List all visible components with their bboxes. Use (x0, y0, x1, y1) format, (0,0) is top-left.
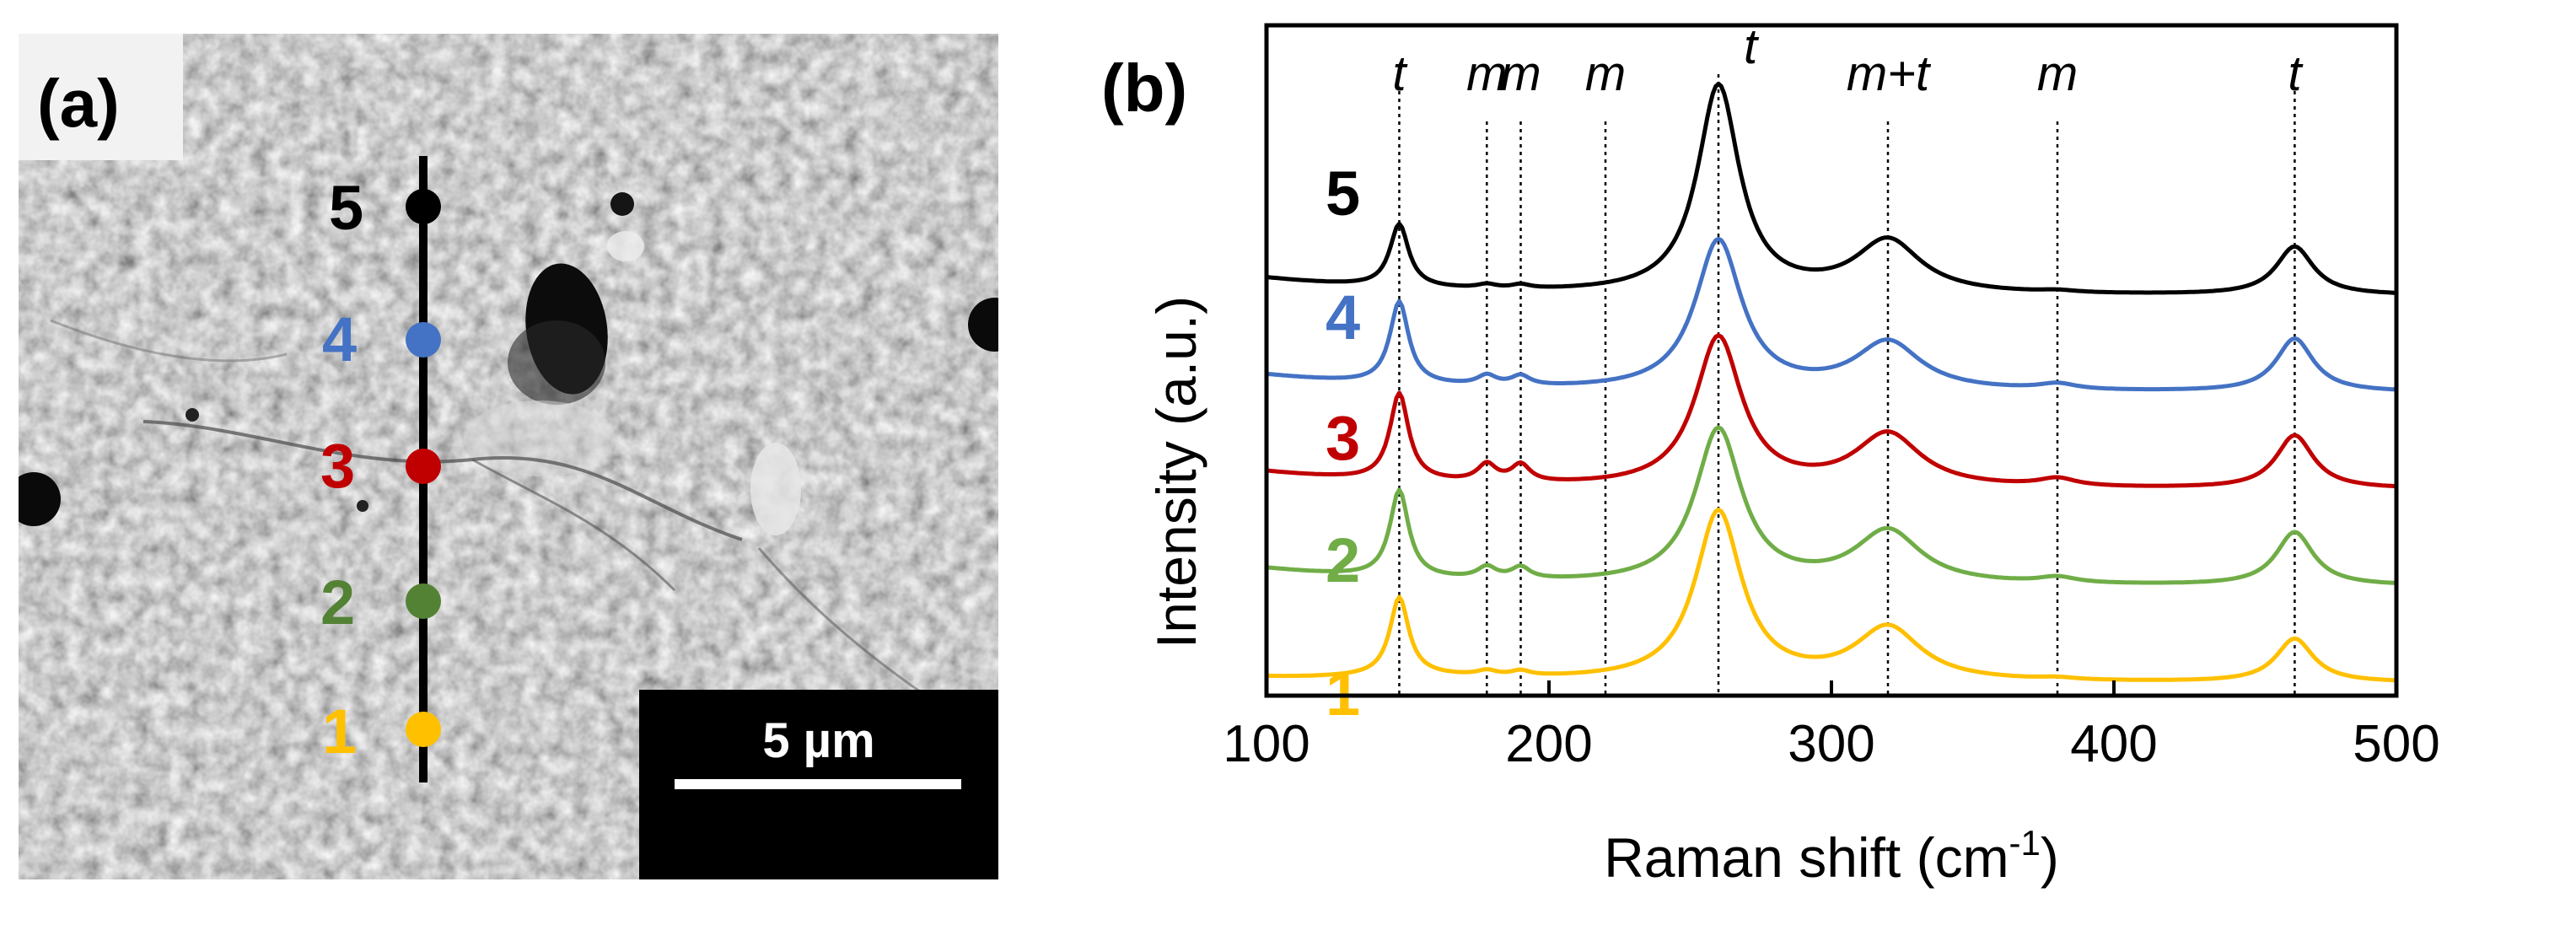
plot-frame (1264, 23, 2399, 698)
point-3-label: 3 (320, 431, 355, 501)
label-background (19, 34, 183, 160)
point-2-label: 2 (320, 567, 355, 637)
x-axis-ticks: 100 200 300 400 500 (1223, 680, 2440, 773)
scale-bar: 5 µm (639, 690, 998, 879)
series-label-2: 2 (1326, 525, 1360, 595)
series-line-2 (1266, 425, 2396, 585)
point-4: 4 (322, 304, 441, 374)
series-line-4 (1266, 236, 2396, 392)
series-line-3 (1266, 333, 2396, 489)
x-axis-label-main: Raman shift (cm (1604, 826, 2009, 889)
series-label-3: 3 (1326, 403, 1360, 473)
y-axis-label: Intensity (a.u.) (1145, 296, 1207, 648)
series-lines (1266, 81, 2396, 683)
series-label-4: 4 (1326, 282, 1360, 352)
peak-marker-label-2: m (1466, 46, 1507, 101)
x-axis-label: Raman shift (cm-1) (1604, 823, 2059, 889)
peak-markers: t mm m t m+t m t (1392, 19, 2304, 696)
x-axis-label-sup: -1 (2009, 823, 2041, 863)
peak-marker-label-4: m (1585, 46, 1626, 101)
x-tick-label-300: 300 (1788, 715, 1874, 773)
x-tick-label-200: 200 (1505, 715, 1592, 773)
peak-marker-label-5: t (1744, 19, 1760, 74)
x-tick-label-400: 400 (2070, 715, 2157, 773)
panel-b-label: (b) (1101, 51, 1187, 126)
peak-marker-label-3: m (1500, 46, 1541, 101)
x-tick-label-100: 100 (1223, 715, 1310, 773)
series-line-5 (1266, 81, 2396, 295)
point-5: 5 (329, 173, 441, 243)
point-1: 1 (322, 696, 441, 766)
x-axis-label-close: ) (2041, 826, 2059, 889)
peak-marker-label-7: m (2037, 46, 2078, 101)
peak-marker-label-8: t (2288, 46, 2304, 101)
micrograph-features (19, 192, 998, 710)
point-1-label: 1 (322, 696, 357, 766)
x-tick-label-500: 500 (2353, 715, 2439, 773)
ylabel: Intensity (a.u.) (1145, 296, 1207, 648)
scale-bar-label: 5 µm (762, 713, 874, 768)
panel-a-label: (a) (37, 66, 120, 141)
point-5-label: 5 (329, 173, 363, 243)
series-line-1 (1266, 508, 2396, 683)
point-2: 2 (320, 567, 441, 637)
micrograph (19, 34, 998, 879)
series-label-5: 5 (1326, 159, 1360, 229)
point-3: 3 (320, 431, 441, 501)
peak-marker-label-1: t (1392, 46, 1408, 101)
peak-marker-label-6: m+t (1847, 46, 1932, 101)
point-4-label: 4 (322, 304, 357, 374)
